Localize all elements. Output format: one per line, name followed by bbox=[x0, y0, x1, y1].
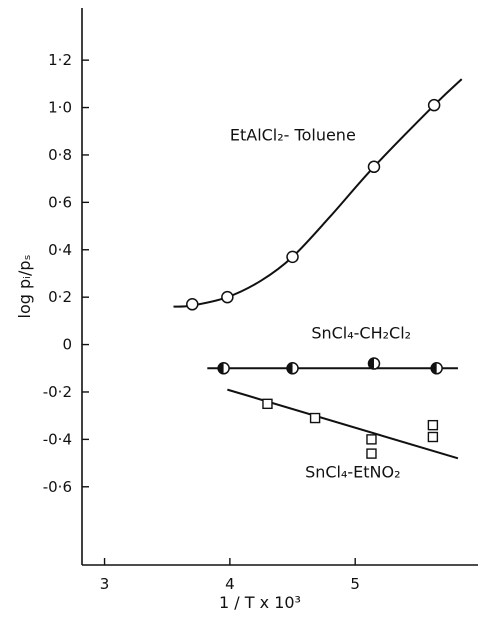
marker-fill bbox=[431, 362, 437, 374]
series-labels: EtAlCl₂- Toluene SnCl₄-CH₂Cl₂ SnCl₄-EtNO₂ bbox=[230, 126, 411, 482]
series-label-1: SnCl₄-CH₂Cl₂ bbox=[311, 324, 411, 343]
y-tick-label: 0·4 bbox=[48, 241, 72, 259]
data-point-open-circle bbox=[186, 298, 199, 311]
data-point-open-circle bbox=[367, 160, 381, 174]
y-tick-label: 1·0 bbox=[48, 99, 72, 117]
y-tick-label: 0 bbox=[62, 336, 72, 354]
x-axis-label: 1 / T x 10³ bbox=[219, 593, 301, 612]
y-tick-label: 0·8 bbox=[48, 146, 72, 164]
data-points bbox=[186, 98, 443, 459]
data-point-open-square bbox=[427, 419, 439, 431]
data-point-open-square bbox=[262, 398, 273, 410]
y-tick-label: 0·2 bbox=[48, 288, 72, 306]
marker-fill bbox=[368, 358, 374, 370]
data-point-open-square bbox=[366, 448, 377, 459]
data-point-open-circle bbox=[221, 290, 234, 304]
marker-fill bbox=[218, 362, 224, 374]
y-tick-label: -0·4 bbox=[43, 430, 72, 448]
axes: -0·6 -0·4 -0·2 0 0·2 0·4 0·6 0·8 1·0 1·2 3 4 5 bbox=[43, 8, 478, 593]
x-tick-label: 4 bbox=[225, 575, 235, 593]
y-tick-label: -0·2 bbox=[43, 383, 72, 401]
series-line-0 bbox=[173, 78, 463, 308]
x-tick-label: 3 bbox=[100, 575, 110, 593]
marker-fill bbox=[287, 362, 293, 374]
data-point-open-square bbox=[309, 412, 321, 424]
data-point-half-filled-circle bbox=[430, 362, 443, 375]
data-point-open-circle bbox=[286, 250, 299, 264]
data-point-half-filled-circle bbox=[217, 362, 230, 375]
y-tick-label: 0·6 bbox=[48, 193, 72, 211]
series-line-2 bbox=[227, 388, 459, 460]
y-tick-label: -0·6 bbox=[43, 478, 72, 496]
series-label-2: SnCl₄-EtNO₂ bbox=[305, 462, 400, 481]
data-point-half-filled-circle bbox=[286, 362, 299, 375]
x-tick-label: 5 bbox=[350, 575, 360, 593]
y-tick-label: 1·2 bbox=[48, 51, 72, 69]
y-axis-label: log pᵢ/pₛ bbox=[15, 254, 34, 318]
data-point-open-circle bbox=[427, 98, 441, 112]
data-point-open-square bbox=[366, 434, 377, 445]
data-point-half-filled-circle bbox=[367, 357, 381, 370]
data-point-open-square bbox=[427, 431, 439, 443]
series-label-0: EtAlCl₂- Toluene bbox=[230, 126, 356, 145]
